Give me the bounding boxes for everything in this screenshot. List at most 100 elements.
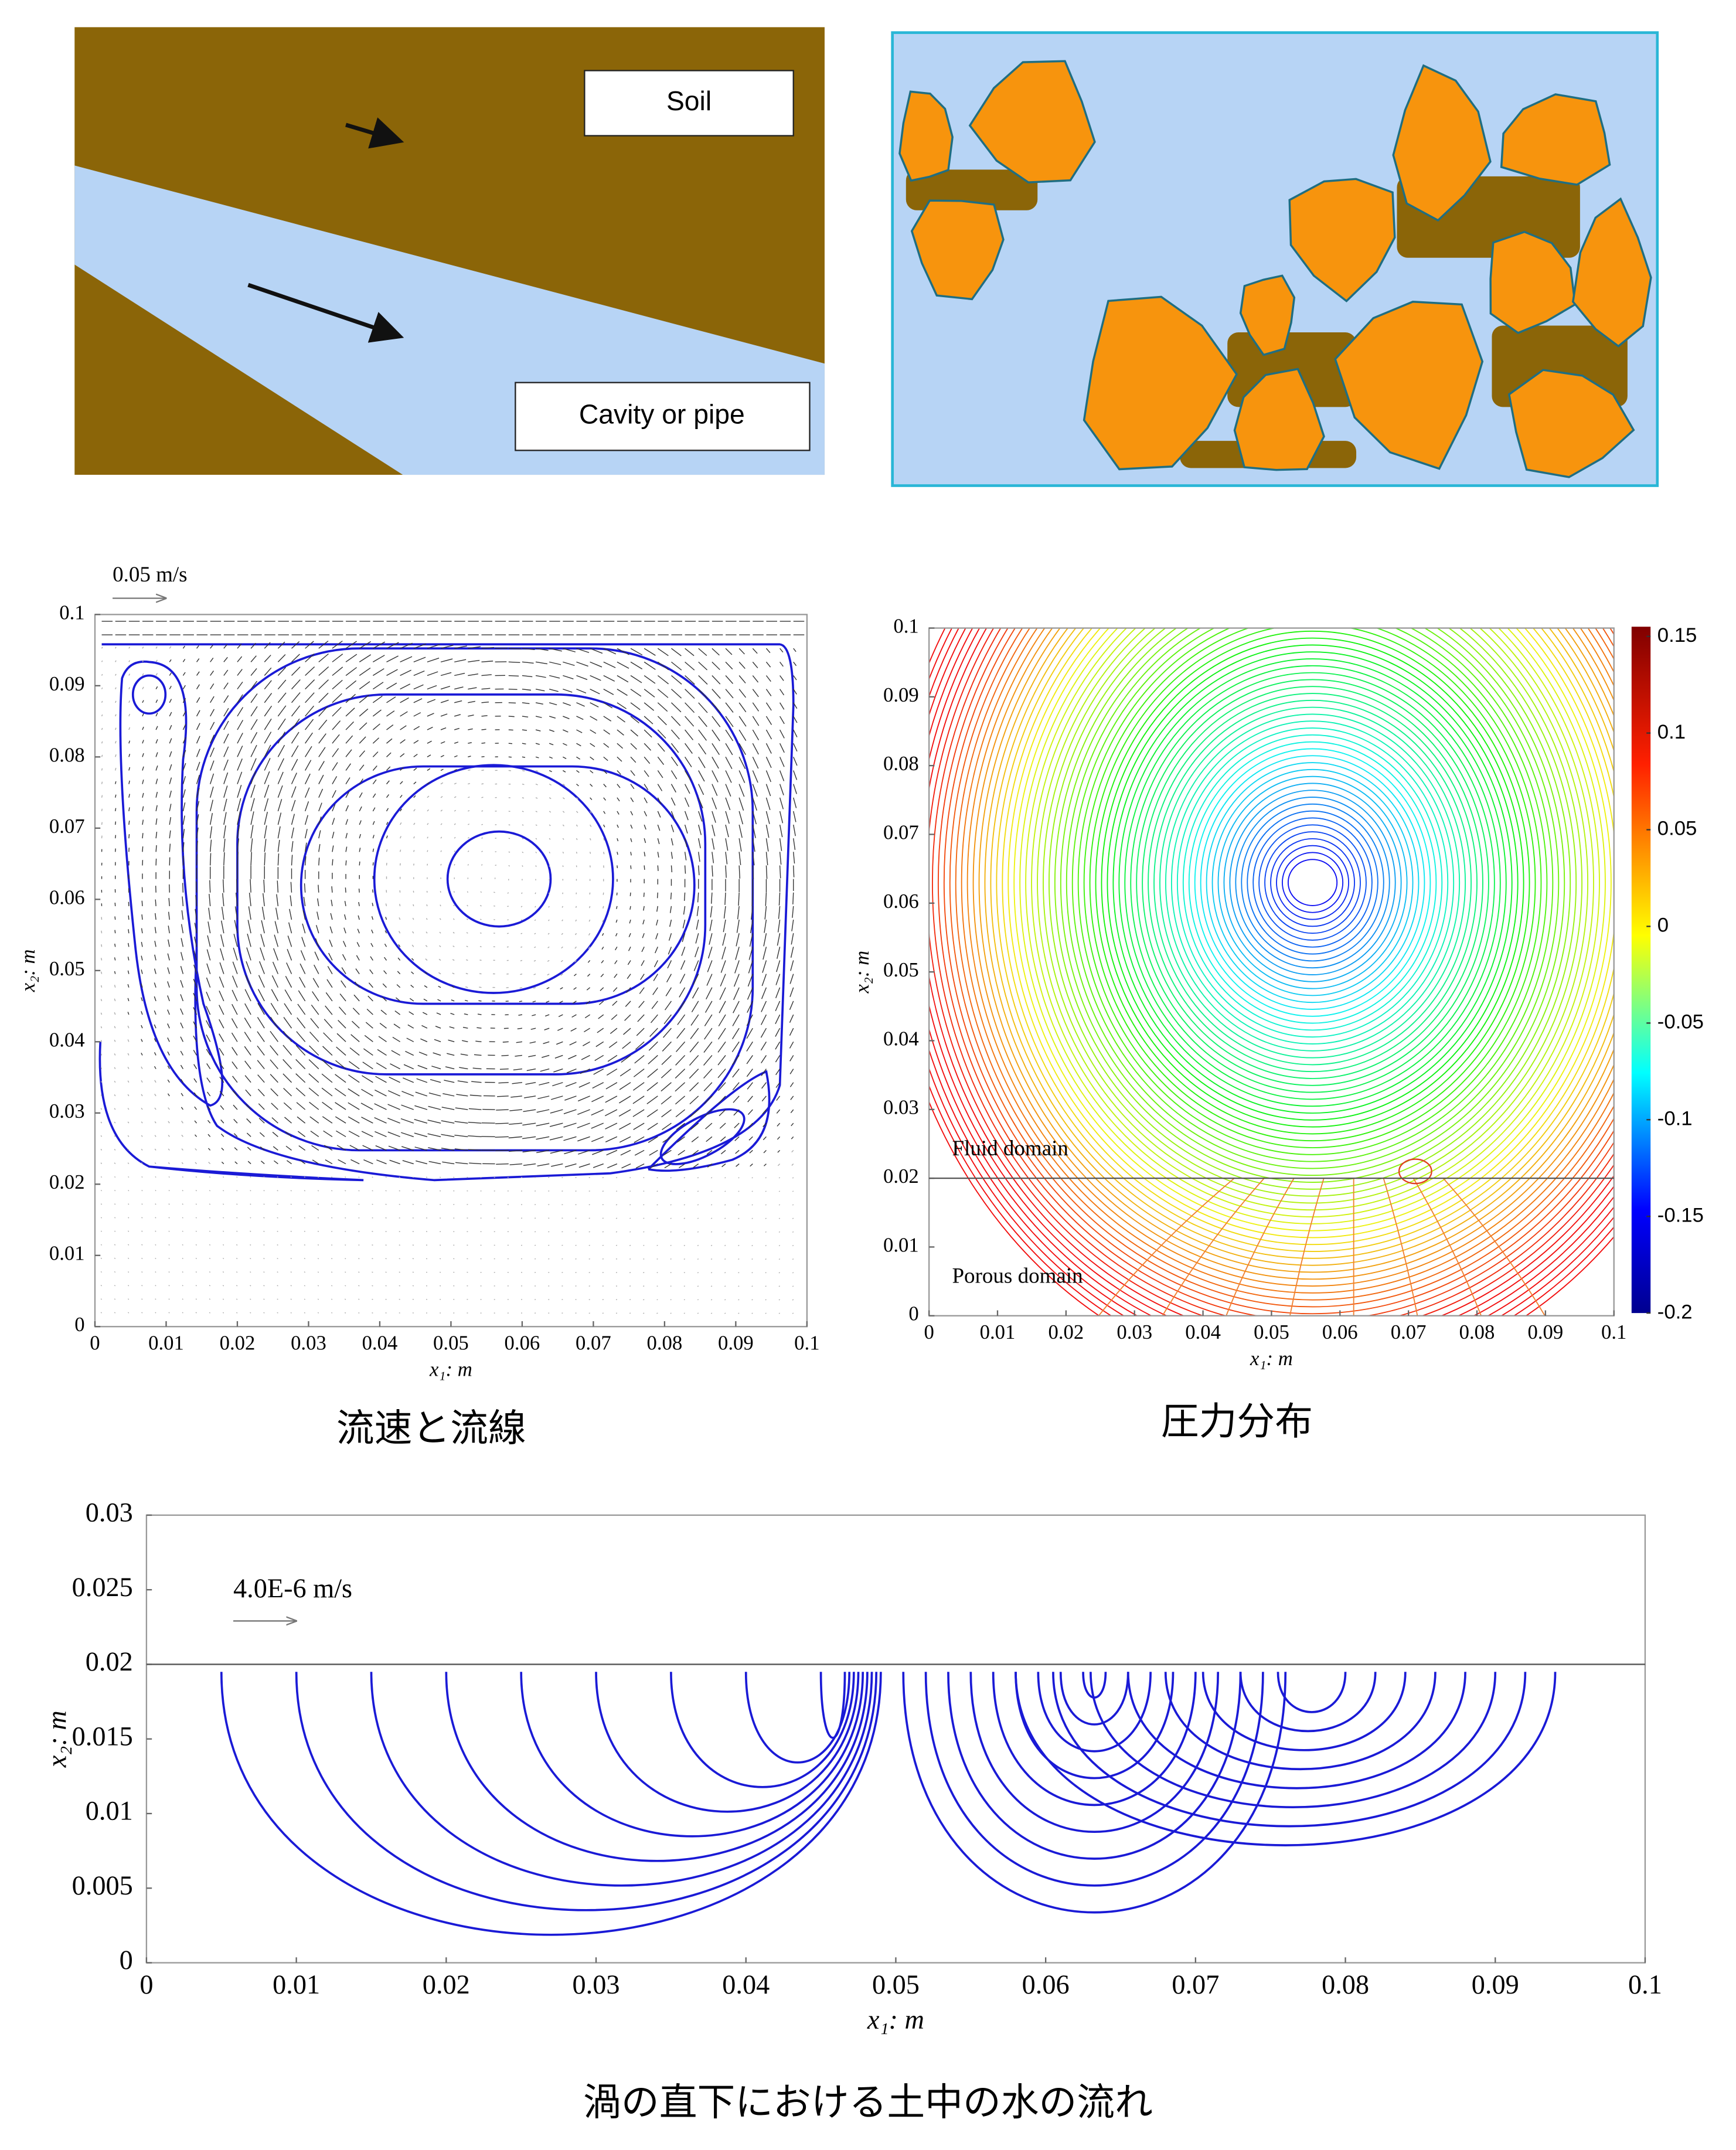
quiver-arrow	[305, 666, 315, 675]
contour	[1037, 562, 1588, 1203]
quiver-arrow	[197, 645, 199, 648]
quiver-arrow	[312, 1145, 319, 1150]
quiver-arrow	[706, 988, 712, 999]
x-tick-label: 0.06	[1022, 1970, 1070, 2000]
quiver-arrow	[468, 661, 479, 662]
quiver-arrow	[468, 729, 472, 730]
quiver-arrow	[428, 1134, 441, 1137]
quiver-arrow	[441, 714, 447, 716]
quiver-arrow	[726, 798, 730, 810]
quiver-arrow	[383, 984, 386, 987]
quiver-arrow	[332, 749, 339, 757]
quiver-arrow	[711, 1313, 712, 1314]
quiver-arrow	[668, 960, 671, 968]
streamline	[521, 1672, 863, 1836]
quiver-arrow	[250, 1177, 251, 1178]
quiver-arrow	[522, 784, 524, 785]
quiver-arrow	[399, 917, 400, 920]
quiver-arrow	[142, 740, 144, 743]
quiver-arrow	[549, 920, 550, 921]
quiver-arrow	[156, 726, 158, 730]
quiver-arrow	[578, 1096, 590, 1101]
quiver-arrow	[313, 978, 318, 988]
quiver-arrow	[711, 1286, 712, 1287]
quiver-arrow	[467, 946, 468, 947]
quiver-arrow	[454, 1135, 468, 1137]
quiver-arrow	[414, 699, 422, 703]
quiver-arrow	[128, 929, 129, 933]
caption: 流速と流線	[336, 1407, 526, 1450]
quiver-arrow	[629, 1259, 631, 1260]
x-tick-label: 0.09	[1528, 1321, 1564, 1343]
quiver-arrow	[479, 960, 481, 961]
quiver-arrow	[156, 700, 158, 703]
quiver-arrow	[780, 648, 783, 652]
quiver-arrow	[765, 1313, 767, 1314]
y-tick-label: 0.09	[883, 683, 919, 706]
quiver-arrow	[401, 1091, 413, 1096]
quiver-arrow	[736, 1150, 739, 1154]
quiver-arrow	[617, 784, 620, 788]
quiver-arrow	[247, 947, 251, 960]
x-tick-label: 0.08	[1322, 1970, 1369, 2000]
quiver-arrow	[762, 1083, 767, 1088]
quiver-arrow	[684, 1245, 685, 1246]
quiver-arrow	[302, 924, 305, 933]
quiver-arrow	[547, 988, 549, 989]
quiver-arrow	[766, 662, 770, 667]
quiver-arrow	[563, 676, 573, 679]
quiver-arrow	[232, 1062, 237, 1069]
y-axis-label: x₂: m	[850, 951, 873, 994]
quiver-arrow	[791, 1123, 794, 1126]
quiver-arrow	[373, 710, 381, 716]
quiver-arrow	[114, 1285, 115, 1286]
quiver-arrow	[142, 753, 144, 757]
quiver-arrow	[384, 957, 387, 960]
quiver-arrow	[319, 803, 322, 811]
quiver-arrow	[247, 1133, 251, 1137]
quiver-arrow	[414, 740, 418, 743]
quiver-arrow	[224, 657, 227, 662]
quiver-arrow	[224, 734, 229, 743]
quiver-arrow	[102, 822, 103, 825]
quiver-arrow	[345, 1272, 346, 1273]
quiver-arrow	[793, 893, 794, 904]
quiver-arrow	[290, 896, 291, 906]
quiver-arrow	[736, 933, 739, 946]
quiver-arrow	[169, 699, 171, 703]
quiver-arrow	[318, 885, 319, 893]
quiver-arrow	[639, 988, 644, 994]
quiver-arrow	[375, 1118, 387, 1123]
quiver-arrow	[236, 1285, 237, 1286]
quiver-arrow	[661, 1069, 671, 1079]
quiver-arrow	[368, 996, 373, 1001]
quiver-arrow	[750, 1164, 753, 1166]
quiver-arrow	[621, 1150, 631, 1155]
quiver-arrow	[779, 1286, 780, 1287]
quiver-arrow	[114, 1081, 115, 1083]
quiver-arrow	[292, 667, 301, 676]
contour	[1160, 707, 1465, 1058]
quiver-arrow	[181, 994, 183, 1001]
quiver-arrow	[410, 998, 413, 1001]
quiver-arrow	[210, 658, 213, 662]
quiver-arrow	[278, 706, 285, 716]
quiver-arrow	[454, 729, 459, 730]
quiver-arrow	[794, 825, 795, 836]
quiver-arrow	[522, 811, 524, 812]
quiver-arrow	[312, 991, 319, 1001]
quiver-arrow	[528, 1055, 536, 1057]
quiver-arrow	[278, 785, 282, 798]
quiver-arrow	[454, 687, 463, 689]
streamline	[120, 662, 222, 1105]
streamline	[237, 695, 705, 1074]
quiver-arrow	[381, 1010, 386, 1015]
quiver-arrow	[775, 1042, 780, 1049]
quiver-arrow	[142, 807, 144, 811]
quiver-arrow	[384, 971, 387, 974]
domain-label: Fluid domain	[952, 1137, 1068, 1161]
quiver-arrow	[359, 751, 365, 757]
quiver-arrow	[400, 781, 403, 784]
quiver-arrow	[363, 1049, 373, 1055]
quiver-arrow	[278, 758, 284, 771]
